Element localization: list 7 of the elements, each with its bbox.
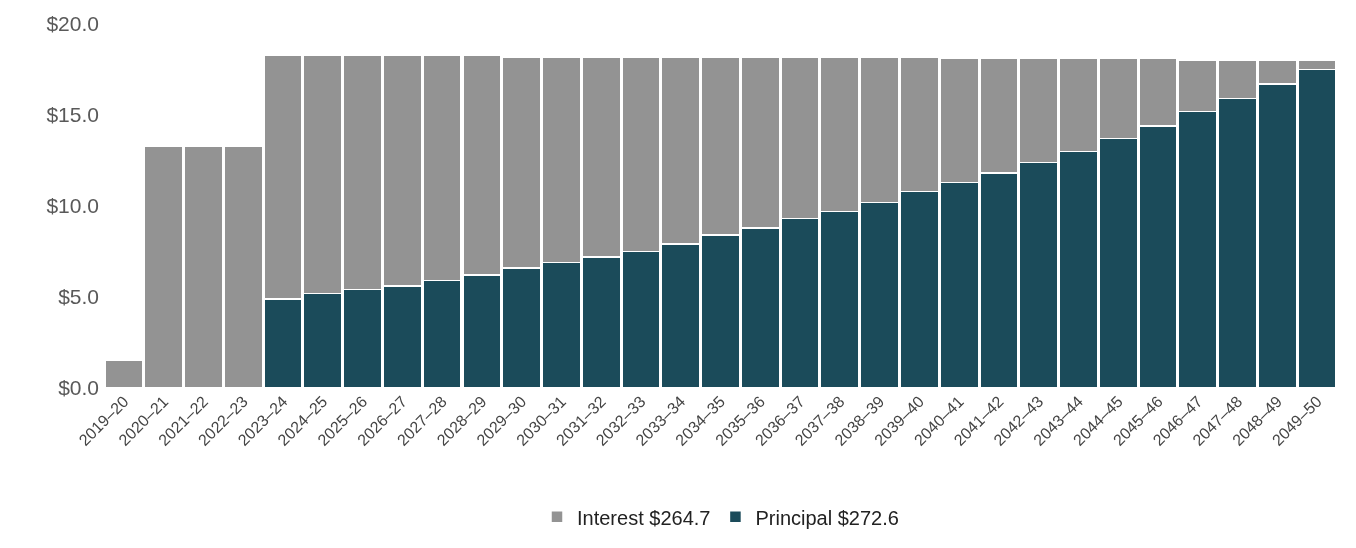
y-tick-label: $10.0	[46, 194, 99, 218]
y-tick-label: $5.0	[58, 285, 99, 309]
legend-label: Interest $264.7	[577, 506, 711, 529]
y-tick-label: $0.0	[58, 376, 99, 400]
y-tick-label: $20.0	[46, 12, 99, 36]
y-tick-label: $15.0	[46, 103, 99, 127]
legend-label: Principal $272.6	[755, 506, 899, 529]
